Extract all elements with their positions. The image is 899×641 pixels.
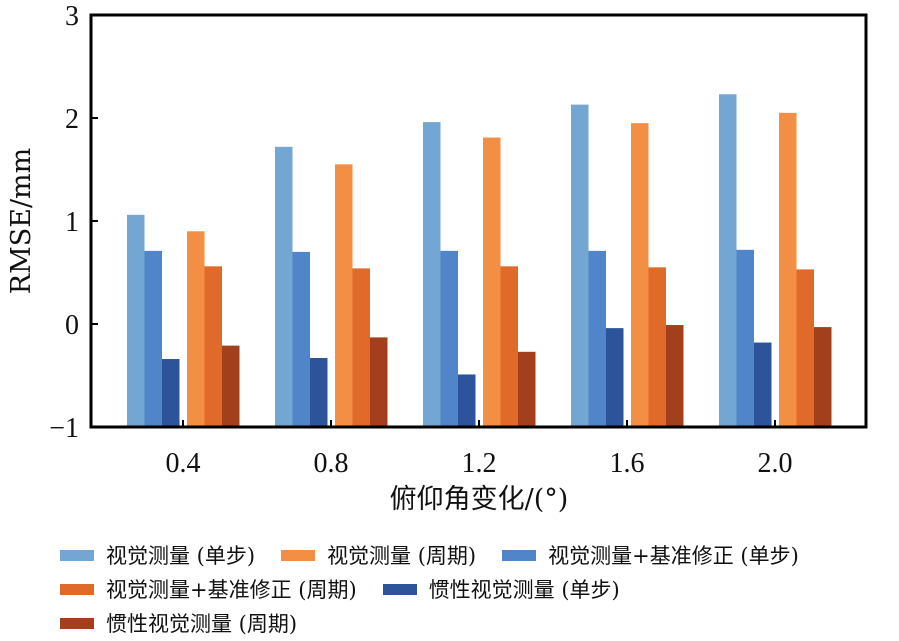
bar bbox=[648, 267, 666, 427]
x-tick-label: 1.6 bbox=[610, 448, 645, 479]
legend-swatch bbox=[382, 583, 417, 595]
legend-swatch bbox=[60, 583, 94, 595]
bar bbox=[204, 266, 222, 427]
legend-swatch bbox=[502, 549, 537, 561]
bar bbox=[483, 137, 501, 427]
legend-label: 视觉测量 (周期) bbox=[327, 544, 477, 568]
bar bbox=[458, 374, 476, 427]
bar bbox=[127, 214, 145, 427]
bar bbox=[500, 266, 518, 427]
bars-layer bbox=[127, 94, 832, 428]
legend-item: 视觉测量+基准修正 (周期) bbox=[60, 574, 357, 604]
legend-item: 视觉测量 (单步) bbox=[60, 540, 255, 570]
x-axis-title: 俯仰角变化/(°) bbox=[390, 484, 569, 515]
bar bbox=[292, 251, 310, 427]
bar bbox=[754, 342, 772, 427]
legend-swatch bbox=[281, 549, 316, 561]
bar bbox=[736, 249, 754, 427]
bar bbox=[440, 250, 458, 427]
bar bbox=[187, 231, 205, 427]
x-tick-label: 0.8 bbox=[314, 448, 349, 479]
legend-row: 惯性视觉测量 (周期) bbox=[60, 606, 899, 640]
legend-item: 视觉测量+基准修正 (单步) bbox=[502, 540, 799, 570]
legend-item: 惯性视觉测量 (单步) bbox=[382, 574, 620, 604]
legend-row: 视觉测量 (单步) 视觉测量 (周期) 视觉测量+基准修正 (单步) bbox=[60, 538, 899, 572]
bar bbox=[423, 122, 441, 428]
y-tick-label: 0 bbox=[65, 310, 79, 341]
bar bbox=[162, 359, 180, 427]
bar bbox=[335, 164, 353, 427]
legend-label: 视觉测量+基准修正 (单步) bbox=[548, 544, 799, 568]
bar bbox=[144, 250, 162, 427]
legend-label: 惯性视觉测量 (单步) bbox=[428, 578, 620, 602]
legend-row: 视觉测量+基准修正 (周期) 惯性视觉测量 (单步) bbox=[60, 572, 899, 606]
x-tick-label: 2.0 bbox=[758, 448, 793, 479]
legend-swatch bbox=[60, 617, 94, 629]
bar bbox=[719, 94, 737, 427]
legend-swatch bbox=[60, 549, 94, 561]
bar bbox=[606, 328, 624, 427]
bar bbox=[796, 269, 814, 427]
x-tick-label: 0.4 bbox=[166, 448, 201, 479]
y-axis-title: RMSE/mm bbox=[6, 148, 37, 294]
y-tick-label: 1 bbox=[65, 207, 79, 238]
bar bbox=[666, 325, 684, 427]
bar bbox=[310, 357, 328, 427]
bar bbox=[518, 351, 536, 427]
bar-chart: −1 0 1 2 3 0.4 0.8 1.2 1.6 2.0 俯仰角变化/(°) RMSE/mm bbox=[6, 1, 868, 515]
legend-item: 视觉测量 (周期) bbox=[281, 540, 476, 570]
bar bbox=[352, 268, 370, 427]
bar bbox=[222, 345, 240, 427]
bar bbox=[631, 123, 649, 428]
bar bbox=[571, 104, 589, 428]
x-axis: 0.4 0.8 1.2 1.6 2.0 bbox=[166, 420, 793, 479]
legend-label: 惯性视觉测量 (周期) bbox=[106, 612, 298, 636]
bar bbox=[275, 146, 293, 427]
y-axis: −1 0 1 2 3 bbox=[49, 1, 98, 444]
legend: 视觉测量 (单步) 视觉测量 (周期) 视觉测量+基准修正 (单步) 视觉测量+… bbox=[60, 538, 899, 640]
bar bbox=[370, 337, 388, 427]
y-tick-label: −1 bbox=[49, 413, 79, 444]
legend-label: 视觉测量+基准修正 (周期) bbox=[106, 578, 357, 602]
y-tick-label: 2 bbox=[65, 104, 79, 135]
bar bbox=[814, 327, 832, 427]
bar bbox=[779, 112, 797, 427]
y-tick-label: 3 bbox=[65, 1, 79, 32]
legend-label: 视觉测量 (单步) bbox=[106, 544, 256, 568]
bar bbox=[588, 250, 606, 427]
legend-item: 惯性视觉测量 (周期) bbox=[60, 608, 297, 638]
x-tick-label: 1.2 bbox=[462, 448, 497, 479]
